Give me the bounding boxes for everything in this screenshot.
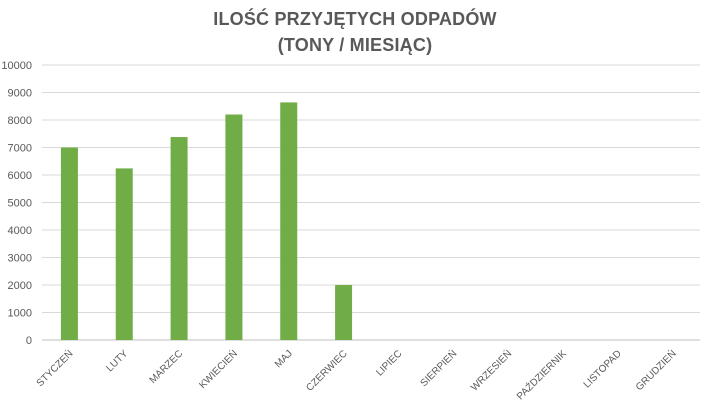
x-tick-label: CZERWIEC	[304, 348, 349, 393]
y-tick-label: 8000	[8, 115, 32, 127]
x-tick-label: LIPIEC	[374, 348, 404, 378]
x-tick-label: MAJ	[273, 348, 295, 370]
y-tick-label: 3000	[8, 253, 32, 265]
x-tick-label: GRUDZIEŃ	[633, 347, 679, 393]
bar	[170, 137, 188, 340]
bar	[115, 168, 133, 340]
y-tick-label: 4000	[8, 225, 32, 237]
x-tick-label: LISTOPAD	[582, 348, 624, 390]
y-tick-label: 9000	[8, 88, 32, 100]
x-tick-label: LUTY	[105, 348, 131, 374]
x-tick-label: WRZESIEŃ	[468, 347, 515, 394]
bar	[225, 114, 243, 340]
y-tick-label: 6000	[8, 170, 32, 182]
x-tick-label: SIERPIEŃ	[417, 347, 459, 389]
y-tick-label: 0	[26, 335, 32, 347]
y-tick-label: 5000	[8, 198, 32, 210]
y-tick-label: 1000	[8, 308, 32, 320]
y-tick-label: 10000	[1, 60, 32, 72]
bar	[335, 285, 353, 340]
bar	[60, 147, 78, 340]
chart-title: ILOŚĆ PRZYJĘTYCH ODPADÓW	[213, 9, 497, 29]
x-tick-label: KWIECIEŃ	[196, 347, 240, 391]
bar	[280, 102, 298, 341]
y-tick-label: 2000	[8, 280, 32, 292]
x-tick-label: PAŹDZIERNIK	[514, 347, 570, 403]
x-tick-label: MARZEC	[148, 348, 186, 386]
y-tick-label: 7000	[8, 143, 32, 155]
chart-subtitle: (TONY / MIESIĄC)	[277, 35, 433, 55]
x-tick-label: STYCZEŃ	[33, 347, 75, 389]
